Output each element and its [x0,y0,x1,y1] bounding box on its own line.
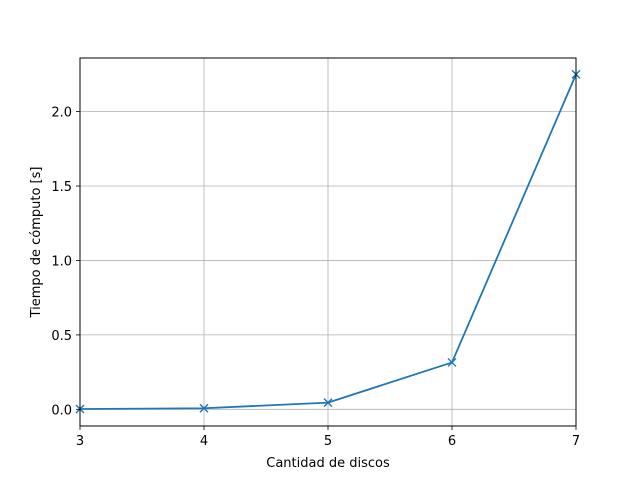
y-tick-label: 1.0 [51,254,72,269]
x-tick-label: 5 [324,434,332,449]
x-tick-label: 4 [200,434,208,449]
grid [79,58,577,426]
y-axis-ticks: 0.0 0.5 1.0 1.5 2.0 [51,106,80,418]
y-tick-label: 2.0 [51,106,72,121]
y-tick-label: 0.0 [51,403,72,418]
x-tick-label: 3 [76,434,84,449]
y-axis-label: Tiempo de cómputo [s] [29,167,44,319]
x-axis-label: Cantidad de discos [266,456,390,471]
data-point-marker [199,403,209,413]
x-tick-label: 7 [572,434,580,449]
y-tick-label: 0.5 [51,329,72,344]
data-point-marker [323,398,333,408]
data-point-marker [447,357,457,367]
y-tick-label: 1.5 [51,180,72,195]
x-axis-ticks: 3 4 5 6 7 [76,426,580,449]
x-tick-label: 6 [448,434,456,449]
